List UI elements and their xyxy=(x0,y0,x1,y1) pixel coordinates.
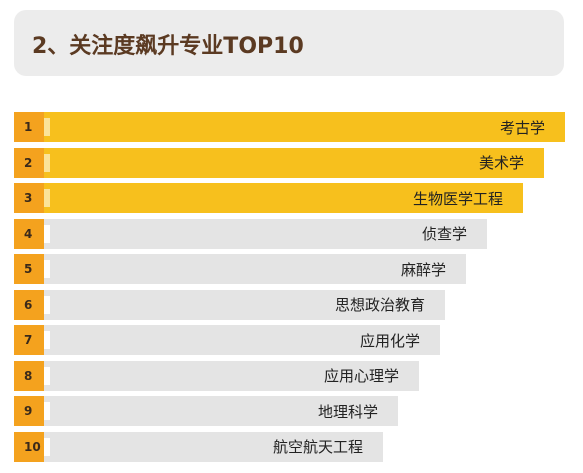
bar: 美术学 xyxy=(44,147,544,178)
bar: 考古学 xyxy=(44,112,565,142)
category-label: 考古学 xyxy=(499,118,545,137)
category-label: 应用心理学 xyxy=(323,367,399,385)
bar: 航空航天工程 xyxy=(44,431,383,462)
category-label: 生物医学工程 xyxy=(412,189,503,208)
rank-label: 10 xyxy=(14,431,44,462)
title-panel: 2、关注度飙升专业TOP10 xyxy=(14,10,564,76)
category-label: 美术学 xyxy=(478,154,524,172)
bar: 生物医学工程 xyxy=(44,183,523,213)
rank-label: 2 xyxy=(14,147,44,178)
rank-label: 8 xyxy=(14,360,44,391)
bar: 侦查学 xyxy=(44,218,487,249)
chart-title: 2、关注度飙升专业TOP10 xyxy=(32,34,304,59)
bar: 思想政治教育 xyxy=(44,289,445,320)
category-label: 地理科学 xyxy=(317,402,378,421)
rank-label: 1 xyxy=(14,112,44,142)
rank-label: 5 xyxy=(14,254,44,284)
rank-label: 9 xyxy=(14,396,44,426)
rank-label: 4 xyxy=(14,218,44,249)
rank-label: 6 xyxy=(14,289,44,320)
category-label: 思想政治教育 xyxy=(334,296,425,314)
bar: 地理科学 xyxy=(44,396,398,426)
rank-label: 7 xyxy=(14,325,44,355)
category-label: 应用化学 xyxy=(359,331,420,350)
category-label: 麻醉学 xyxy=(400,260,446,279)
bar: 应用化学 xyxy=(44,325,440,355)
bar: 应用心理学 xyxy=(44,360,419,391)
bar: 麻醉学 xyxy=(44,254,466,284)
rank-label: 3 xyxy=(14,183,44,213)
category-label: 侦查学 xyxy=(421,225,467,243)
category-label: 航空航天工程 xyxy=(272,438,363,456)
